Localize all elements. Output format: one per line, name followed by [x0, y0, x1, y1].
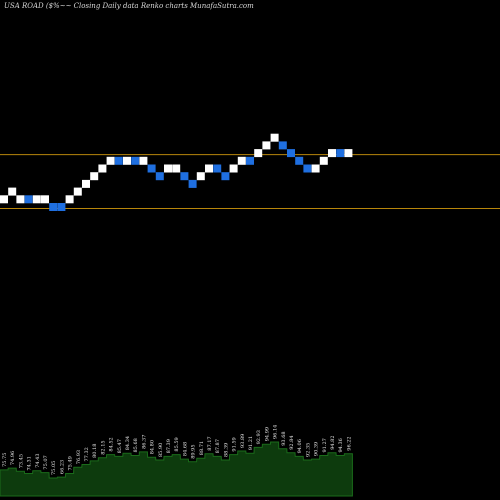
up-brick: [82, 179, 90, 188]
volume-label: 88.71: [199, 441, 205, 455]
volume-label: 91.27: [322, 438, 328, 452]
volume-label: 85.47: [117, 439, 123, 453]
volume-label: 76.93: [76, 450, 82, 464]
up-brick: [16, 195, 25, 204]
volume-label: 84.52: [109, 437, 115, 451]
up-brick: [98, 164, 107, 173]
up-brick: [229, 164, 238, 173]
chart-title: USA ROAD ($%~~ Closing Daily data Renko …: [4, 2, 254, 10]
volume-label: 84.68: [182, 442, 188, 456]
up-brick: [328, 149, 336, 158]
down-brick: [303, 164, 312, 173]
volume-label: 74.43: [35, 453, 41, 467]
down-brick: [278, 141, 287, 150]
volume-label: 93.68: [281, 431, 287, 445]
volume-label: 94.06: [297, 439, 303, 453]
volume-label: 85.59: [174, 437, 180, 451]
up-brick: [237, 156, 246, 165]
volume-label: 88.39: [223, 443, 229, 457]
volume-area: [0, 441, 353, 497]
up-brick: [196, 172, 205, 181]
renko-bricks: [0, 133, 353, 211]
down-brick: [213, 164, 222, 173]
volume-label: 87.87: [215, 439, 221, 453]
volume-label: 73.45: [18, 454, 24, 468]
volume-label: 75.05: [51, 461, 57, 475]
volume-label: 85.90: [158, 443, 164, 457]
volume-label: 84.80: [150, 440, 156, 454]
down-brick: [221, 172, 230, 181]
volume-label: 74.96: [10, 451, 16, 465]
volume-label: 96.14: [273, 425, 279, 439]
volume-label: 86.37: [141, 435, 147, 449]
volume-label: 94.99: [264, 427, 270, 441]
volume-label: 75.75: [2, 453, 8, 467]
down-brick: [336, 149, 345, 158]
reference-lines: [0, 154, 500, 210]
volume-label: 80.18: [92, 444, 98, 458]
up-brick: [106, 156, 115, 165]
volume-label: 94.36: [338, 438, 344, 452]
volume-label: 92.93: [256, 430, 262, 444]
volume-label: 92.84: [289, 435, 295, 449]
up-brick: [0, 195, 8, 204]
volume-label: 87.17: [207, 436, 213, 450]
up-brick: [319, 156, 328, 165]
volume-labels: 75.75 74.96 73.45 74.31 74.43 75.07 75.05 66.23…: [2, 425, 352, 475]
down-brick: [114, 156, 123, 165]
up-brick: [123, 156, 131, 165]
up-brick: [262, 141, 271, 150]
volume-fill: [0, 441, 353, 497]
down-brick: [131, 156, 140, 165]
up-brick: [65, 195, 74, 204]
volume-label: 91.21: [248, 436, 254, 450]
volume-label: 66.23: [59, 460, 65, 474]
up-brick: [311, 164, 320, 173]
down-brick: [147, 164, 156, 173]
up-brick: [164, 164, 172, 173]
up-brick: [139, 156, 148, 165]
down-brick: [295, 156, 304, 165]
up-brick: [172, 164, 181, 173]
up-brick: [32, 195, 41, 204]
volume-label: 96.22: [346, 436, 352, 450]
volume-label: 77.32: [84, 447, 90, 461]
volume-label: 90.39: [314, 442, 320, 456]
volume-label: 91.59: [232, 437, 238, 451]
volume-label: 89.95: [191, 444, 197, 458]
volume-label: 84.34: [125, 436, 131, 450]
volume-label: 85.68: [133, 438, 139, 452]
volume-label: 75.49: [68, 456, 74, 470]
down-brick: [287, 149, 295, 158]
down-brick: [246, 156, 254, 165]
down-brick: [24, 195, 33, 204]
volume-label: 74.31: [27, 456, 33, 470]
up-brick: [41, 195, 49, 204]
up-brick: [254, 149, 263, 158]
up-brick: [8, 187, 17, 196]
volume-label: 75.07: [43, 455, 49, 469]
down-brick: [49, 203, 58, 211]
down-brick: [180, 172, 189, 181]
down-brick: [188, 179, 197, 188]
up-brick: [344, 149, 353, 158]
down-brick: [155, 172, 164, 181]
volume-label: 87.39: [166, 439, 172, 453]
volume-label: 92.35: [305, 443, 311, 457]
up-brick: [90, 172, 99, 181]
up-brick: [205, 164, 213, 173]
volume-label: 93.89: [240, 434, 246, 448]
down-brick: [57, 203, 66, 211]
volume-label: 94.82: [330, 435, 336, 449]
up-brick: [73, 187, 82, 196]
up-brick: [270, 133, 279, 142]
volume-label: 82.15: [100, 440, 106, 454]
